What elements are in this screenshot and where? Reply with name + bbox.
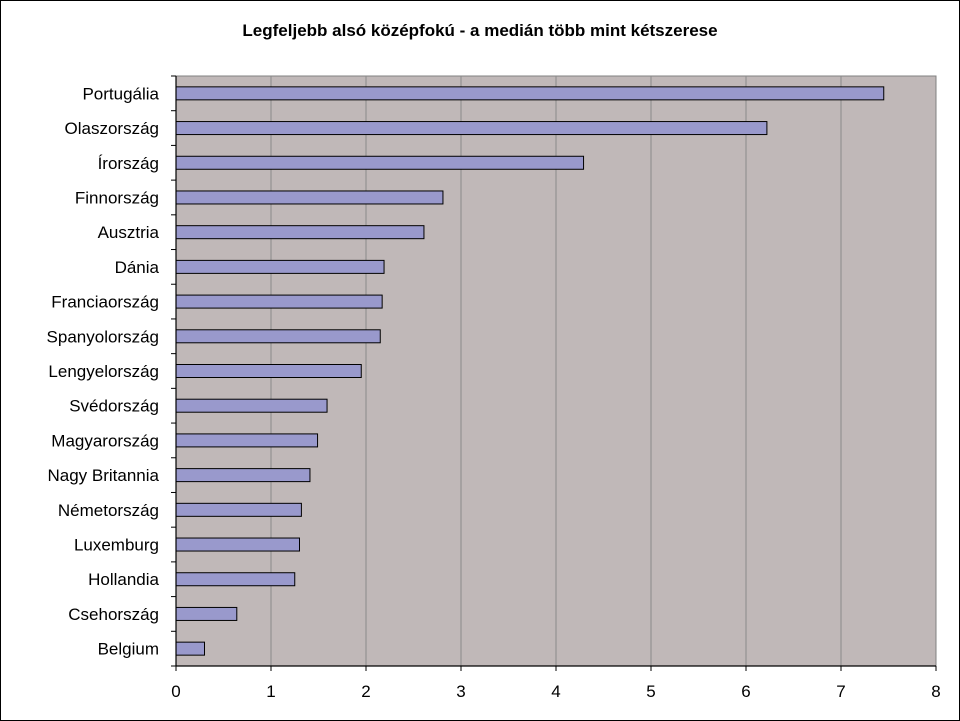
bar-10 (175, 398, 328, 413)
category-label: Luxemburg (74, 536, 159, 555)
bar-5 (175, 225, 425, 240)
category-label: Írország (98, 154, 159, 173)
bar-4 (175, 190, 444, 205)
bar-3 (175, 155, 585, 170)
category-label: Nagy Britannia (47, 466, 159, 485)
category-label: Franciaország (51, 293, 159, 312)
x-tick-label: 7 (836, 682, 845, 701)
x-tick-label: 8 (931, 682, 940, 701)
category-label: Magyarország (51, 431, 159, 450)
x-tick-label: 1 (266, 682, 275, 701)
bar-9 (175, 364, 362, 378)
category-label: Hollandia (88, 570, 159, 589)
bar-17 (175, 641, 205, 656)
x-tick-label: 4 (551, 682, 560, 701)
bar-1 (175, 86, 885, 101)
x-tick-label: 2 (361, 682, 370, 701)
x-tick-label: 3 (456, 682, 465, 701)
x-tick-label: 0 (171, 682, 180, 701)
bar-7 (175, 294, 383, 309)
category-label: Csehország (68, 605, 159, 624)
category-label: Olaszország (65, 119, 159, 138)
chart-title: Legfeljebb alsó középfokú - a medián töb… (242, 21, 718, 40)
bar-15 (175, 572, 296, 587)
bar-8 (175, 329, 381, 344)
bar-12 (175, 468, 311, 483)
bar-16 (175, 606, 238, 621)
category-label: Svédország (69, 397, 159, 416)
category-label: Németország (58, 501, 159, 520)
x-tick-label: 6 (741, 682, 750, 701)
category-label: Lengyelország (48, 362, 159, 381)
category-label: Dánia (115, 258, 160, 277)
category-label: Belgium (98, 640, 159, 659)
bar-2 (175, 121, 768, 136)
category-label: Finnország (75, 188, 159, 207)
bar-11 (175, 433, 319, 448)
bar-13 (175, 502, 302, 517)
category-label: Spanyolország (47, 327, 159, 346)
category-label: Portugália (82, 84, 159, 103)
bar-6 (175, 259, 385, 274)
category-label: Ausztria (98, 223, 160, 242)
bar-14 (175, 537, 300, 552)
x-tick-label: 5 (646, 682, 655, 701)
